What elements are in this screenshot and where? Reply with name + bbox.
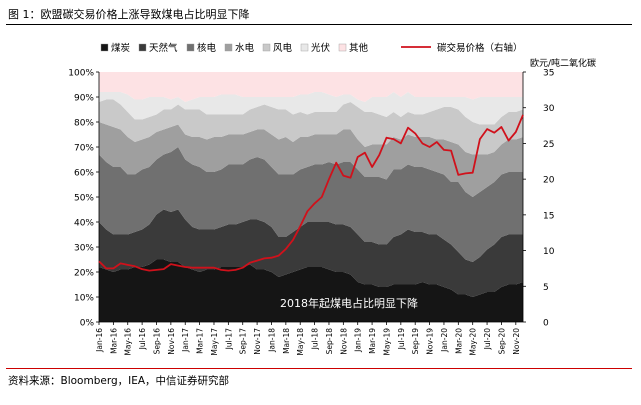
right-tick-label: 15: [543, 211, 554, 221]
left-tick-label: 20%: [74, 269, 94, 279]
legend-label-nuclear: 核电: [197, 42, 217, 54]
x-tick-label: Jul-19: [397, 328, 406, 351]
left-tick-label: 40%: [74, 219, 94, 229]
legend-label-coal: 煤炭: [111, 42, 131, 54]
x-tick-label: Nov-20: [512, 328, 521, 355]
x-tick-label: Mar-17: [196, 328, 205, 354]
chart-annotation: 2018年起煤电占比明显下降: [280, 296, 418, 310]
x-tick-label: Jul-18: [311, 328, 320, 351]
chart: 0% 10% 20% 30% 40% 50% 60% 70% 80% 90% 100% 0 5 10 15…: [68, 42, 596, 356]
right-tick-label: 5: [543, 283, 549, 293]
right-y-axis: 0 5 10 15 20 25 30 35: [522, 69, 555, 329]
x-tick-label: May-17: [210, 328, 219, 356]
x-tick-label: Sep-16: [152, 328, 161, 355]
x-tick-label: Sep-20: [497, 328, 506, 355]
area-other: [99, 72, 523, 102]
left-tick-label: 50%: [74, 194, 94, 204]
x-tick-label: May-20: [469, 328, 478, 356]
figure-title: 图 1：欧盟碳交易价格上涨导致煤电占比明显下降: [8, 8, 250, 21]
x-tick-label: Mar-20: [454, 328, 463, 354]
right-tick-label: 35: [543, 69, 554, 79]
legend-swatch-wind: [262, 43, 271, 52]
x-tick-label: Mar-16: [109, 328, 118, 354]
x-tick-label: Jan-17: [181, 328, 190, 353]
legend-label-solar: 光伏: [311, 42, 331, 54]
area-hydro: [99, 122, 523, 197]
right-tick-label: 30: [543, 104, 555, 114]
right-tick-label: 20: [543, 176, 555, 186]
x-tick-label: Nov-18: [339, 328, 348, 355]
x-tick-label: Jan-19: [354, 328, 363, 353]
legend-swatch-other: [338, 43, 347, 52]
left-tick-label: 60%: [74, 169, 94, 179]
x-tick-label: Jan-18: [267, 328, 276, 353]
left-y-axis: 0% 10% 20% 30% 40% 50% 60% 70% 80% 90% 100%: [68, 69, 100, 329]
right-tick-label: 10: [543, 247, 555, 257]
legend-swatch-nuclear: [186, 43, 195, 52]
x-tick-label: May-16: [124, 328, 133, 356]
title-divider: [6, 24, 632, 25]
x-tick-label: Mar-18: [282, 328, 291, 354]
x-tick-label: May-19: [382, 328, 391, 356]
left-tick-label: 70%: [74, 144, 94, 154]
source-note: 资料来源：Bloomberg，IEA，中信证券研究部: [8, 375, 230, 387]
x-tick-label: Jul-20: [483, 328, 492, 351]
legend-swatch-solar: [300, 43, 309, 52]
right-axis-label: 欧元/吨二氧化碳: [530, 57, 596, 69]
x-tick-label: Jan-16: [95, 328, 104, 353]
x-tick-label: Sep-19: [411, 328, 420, 355]
legend-label-hydro: 水电: [235, 42, 255, 54]
footer-divider: [6, 368, 632, 369]
legend-swatch-hydro: [224, 43, 233, 52]
price-line: [98, 114, 524, 272]
left-tick-label: 80%: [74, 119, 94, 129]
x-axis: Jan-16 Mar-16 May-16 Jul-16 Sep-16 Nov-16 Jan-…: [95, 321, 523, 356]
left-tick-label: 10%: [74, 294, 94, 304]
x-tick-label: Sep-17: [239, 328, 248, 355]
price-line-layer: [98, 114, 524, 272]
left-tick-label: 90%: [74, 94, 94, 104]
x-tick-label: Jul-17: [224, 328, 233, 351]
x-tick-label: Jul-16: [138, 328, 147, 351]
right-tick-label: 25: [543, 140, 554, 150]
legend-label-other: 其他: [349, 42, 369, 54]
x-tick-label: Nov-17: [253, 328, 262, 355]
stacked-area-layer: [99, 72, 523, 322]
area-wind: [99, 99, 523, 155]
legend-label-wind: 风电: [273, 42, 293, 54]
legend-label-gas: 天然气: [149, 42, 178, 54]
area-nuclear: [99, 147, 523, 262]
legend-swatch-coal: [100, 43, 109, 52]
area-gas: [99, 209, 523, 297]
x-tick-label: Nov-16: [167, 328, 176, 355]
x-tick-label: May-18: [296, 328, 305, 356]
right-tick-label: 0: [543, 319, 549, 329]
legend-label-price: 碳交易价格（右轴）: [437, 42, 523, 54]
legend-swatch-gas: [138, 43, 147, 52]
x-tick-label: Jan-20: [440, 328, 449, 353]
area-coal: [99, 259, 523, 322]
x-tick-label: Sep-18: [325, 328, 334, 355]
x-tick-label: Nov-19: [426, 328, 435, 355]
left-tick-label: 100%: [68, 69, 94, 79]
legend: 煤炭 天然气 核电 水电 风电 光伏 其他 碳交易价格（右轴）: [100, 42, 523, 54]
area-solar: [99, 92, 523, 125]
x-tick-label: Mar-19: [368, 328, 377, 354]
left-tick-label: 30%: [74, 244, 94, 254]
left-tick-label: 0%: [80, 319, 95, 329]
